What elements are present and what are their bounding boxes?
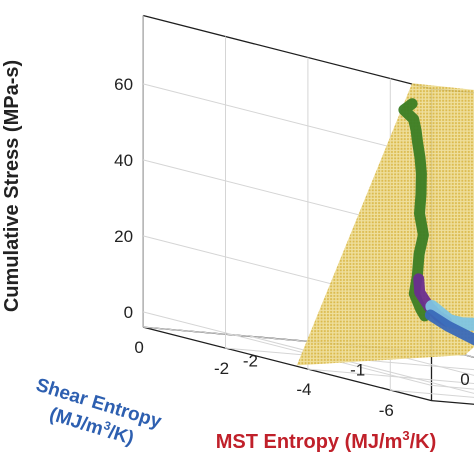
tick-labels: 0 20 40 60 -2 -1 0 -6 -4 -2 0 — [114, 75, 470, 420]
x-tick-label: 0 — [460, 370, 469, 389]
z-tick-label: 40 — [114, 151, 133, 170]
z-tick-label: 60 — [114, 75, 133, 94]
grid-line-y — [390, 389, 474, 398]
y-axis-label-part: 3 — [102, 418, 113, 433]
x-axis-label: MST Entropy (MJ/m3/K) — [216, 428, 437, 453]
x-tick-label: -1 — [350, 361, 365, 380]
y-tick-label: -4 — [296, 380, 311, 399]
z-tick-label: 20 — [114, 227, 133, 246]
grid-line-y — [225, 347, 474, 371]
y-axis-label-part: /K) — [106, 422, 136, 449]
box-edge — [431, 399, 474, 405]
fit-plane — [296, 83, 474, 366]
box-edge — [142, 326, 432, 402]
z-axis-label: Cumulative Stress (MPa-s) — [1, 60, 23, 312]
grid-line-x — [250, 335, 474, 394]
y-tick-label: -6 — [379, 401, 394, 420]
grid-line-y — [307, 368, 474, 384]
y-tick-label: -2 — [214, 359, 229, 378]
box-edge — [142, 14, 432, 90]
x-axis-label-part: MST Entropy (MJ/m — [216, 431, 403, 453]
y-axis-label: Shear Entropy(MJ/m3/K) — [33, 375, 164, 450]
series-line-4 — [424, 309, 474, 346]
data-series — [398, 98, 474, 346]
grid-line-z — [142, 311, 432, 386]
x-axis-label-part: 3 — [402, 428, 409, 443]
series-line-3 — [425, 300, 474, 332]
z-tick-label: 0 — [124, 303, 133, 322]
x-tick-label: -2 — [243, 351, 258, 370]
grid-line-z — [142, 83, 432, 158]
y-tick-label: 0 — [134, 338, 143, 357]
x-axis-label-part: /K) — [410, 431, 437, 453]
